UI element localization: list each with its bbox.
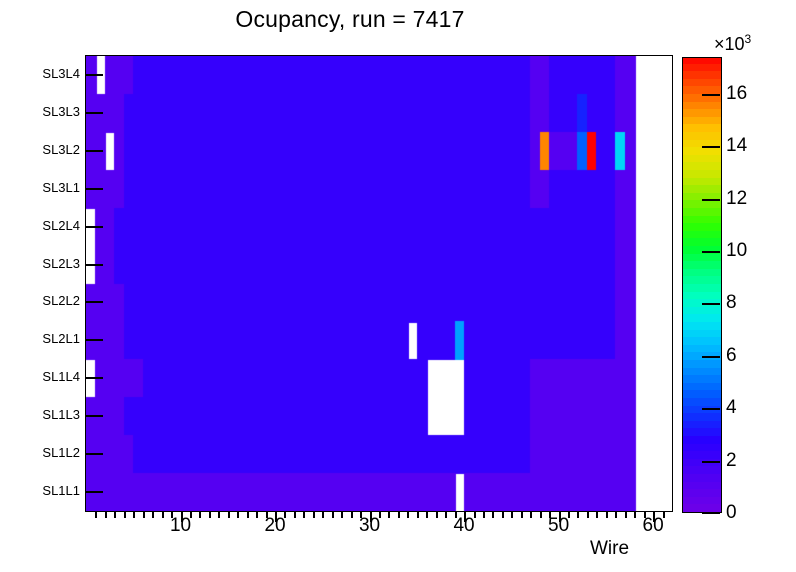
colorbar-tick-label: 10 [726,239,748,261]
colorbar-band [683,100,721,110]
colorbar-band [683,313,721,322]
colorbar-tick-label: 12 [726,187,748,209]
colorbar-band [683,260,721,269]
y-axis-label: SL2L4 [42,217,80,233]
colorbar-band [683,191,721,201]
colorbar-band [683,321,721,330]
colorbar-band [683,153,721,163]
colorbar-band [683,305,721,315]
colorbar-band [683,359,721,368]
colorbar-gradient[interactable] [682,57,722,513]
colorbar-band [683,412,721,421]
colorbar-band [683,115,721,125]
colorbar-band [683,290,721,300]
colorbar-band [683,245,721,254]
colorbar-band [683,229,721,239]
y-axis-label: SL3L1 [42,179,80,195]
page-title: Ocupancy, run = 7417 [235,6,465,32]
x-axis-label: 40 [453,515,475,536]
colorbar-band [683,366,721,376]
colorbar-band [683,93,721,102]
colorbar-band [683,108,721,117]
colorbar[interactable] [682,57,722,513]
colorbar-band [683,214,721,224]
colorbar-tick-label: 8 [726,292,737,314]
y-axis-label: SL2L1 [42,331,80,347]
colorbar-band [683,374,721,383]
colorbar-band [683,381,721,391]
colorbar-band [683,176,721,186]
y-axis-label: SL3L4 [42,65,80,81]
colorbar-band [683,123,721,132]
colorbar-tick-label: 4 [726,397,737,419]
y-axis-label: SL3L2 [42,141,80,157]
colorbar-exponent-label: ×103 [714,32,752,54]
colorbar-band [683,389,721,398]
heatmap-canvas[interactable] [86,56,672,511]
colorbar-band [683,488,721,497]
colorbar-band [683,473,721,482]
x-axis-label: 10 [169,515,192,536]
colorbar-band [683,336,721,345]
x-axis-label: 20 [264,515,286,536]
colorbar-band [683,328,721,338]
x-axis-label: 60 [642,515,664,536]
colorbar-band [683,457,721,467]
colorbar-band [683,480,721,490]
y-axis-label: SL1L4 [42,369,80,385]
y-axis-label: SL3L3 [42,103,80,119]
colorbar-band [683,146,721,155]
colorbar-band [683,495,721,505]
colorbar-band [683,237,721,246]
x-axis-label: 30 [358,515,381,536]
colorbar-band [683,131,721,140]
colorbar-band [683,252,721,262]
heatmap-plot-frame[interactable] [85,55,673,512]
colorbar-band [683,85,721,94]
y-axis-label: SL1L1 [42,483,80,499]
x-axis-labels: 10 20 30 40 50 60 [85,515,673,539]
y-axis-label: SL2L3 [42,255,80,271]
x-axis-label: 50 [548,515,570,536]
colorbar-band [683,435,721,444]
colorbar-band [683,184,721,193]
colorbar-tick-labels: 0 2 4 6 8 10 12 14 16 [726,57,786,522]
y-axis-label: SL2L2 [42,293,80,309]
colorbar-band [683,419,721,429]
colorbar-tick-label: 14 [726,135,748,157]
colorbar-band [683,298,721,307]
colorbar-band [683,199,721,208]
colorbar-band [683,283,721,292]
colorbar-band [683,222,721,231]
colorbar-band [683,169,721,178]
y-axis-labels: SL3L4 SL3L3 SL3L2 SL3L1 SL2L4 SL2L3 SL2L2 SL2L1… [12,55,80,512]
colorbar-band [683,351,721,360]
colorbar-band [683,70,721,79]
colorbar-band [683,275,721,284]
colorbar-band [683,62,721,72]
colorbar-band [683,267,721,277]
colorbar-band [683,58,721,64]
colorbar-band [683,450,721,459]
colorbar-band [683,404,721,414]
colorbar-tick-label: 2 [726,449,737,471]
colorbar-band [683,465,721,474]
colorbar-band [683,397,721,406]
y-axis-label: SL1L2 [42,445,80,461]
colorbar-band [683,442,721,452]
y-axis-label: SL1L3 [42,407,80,423]
colorbar-band [683,343,721,353]
colorbar-tick-label: 16 [726,82,748,104]
colorbar-band [683,77,721,87]
colorbar-band [683,207,721,216]
colorbar-tick-label: 6 [726,344,737,366]
colorbar-tick-label: 0 [726,502,737,523]
colorbar-band [683,503,721,512]
x-axis-title: Wire [590,538,630,559]
colorbar-band [683,427,721,436]
colorbar-band [683,138,721,148]
colorbar-band [683,161,721,170]
